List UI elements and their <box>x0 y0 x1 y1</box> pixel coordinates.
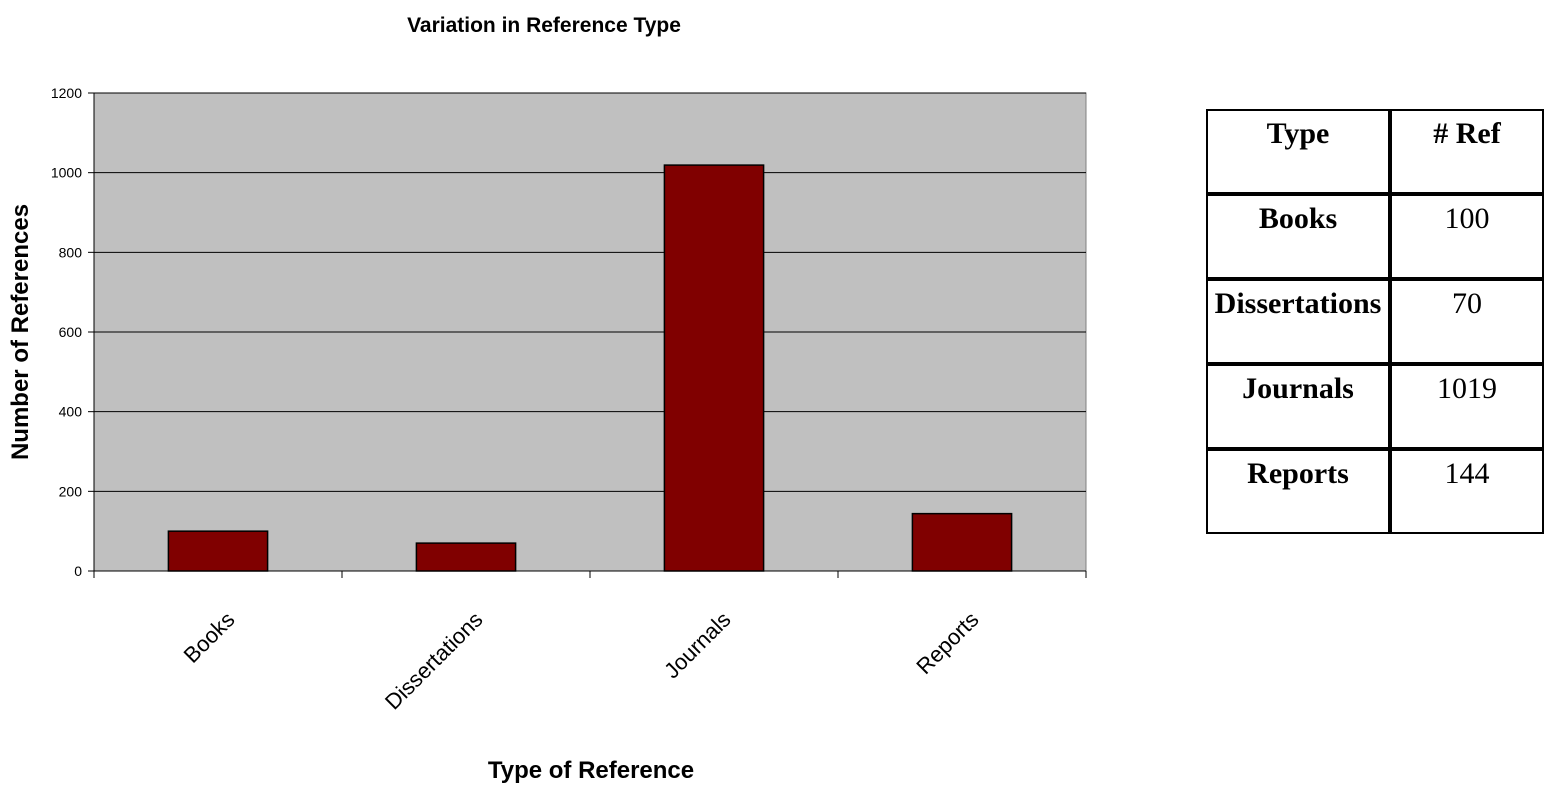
bar <box>663 164 765 572</box>
table-row: Books 100 <box>1206 192 1544 280</box>
y-tick-label: 600 <box>59 324 83 340</box>
x-tick-label: Journals <box>659 607 735 683</box>
bar <box>415 542 517 572</box>
y-tick-label: 1000 <box>51 165 82 181</box>
x-axis-title: Type of Reference <box>488 757 694 784</box>
row-ref-cell: 100 <box>1389 192 1544 280</box>
y-axis-title: Number of References <box>7 204 34 460</box>
y-tick-label: 400 <box>59 404 83 420</box>
row-ref-cell: 1019 <box>1389 362 1544 450</box>
x-axis: Books Dissertations Journals Reports <box>93 570 1087 715</box>
table-row: Journals 1019 <box>1206 362 1544 450</box>
y-tick-label: 800 <box>59 244 83 260</box>
x-tick-label: Dissertations <box>380 607 488 715</box>
header-ref-count: # Ref <box>1389 109 1544 195</box>
y-tick-label: 0 <box>74 563 82 579</box>
gridlines <box>94 92 1086 492</box>
y-tick-label: 1200 <box>51 85 82 101</box>
header-type: Type <box>1206 109 1392 195</box>
table-header-row: Type # Ref <box>1206 109 1544 195</box>
bar <box>167 530 269 572</box>
row-type-cell: Books <box>1206 192 1392 280</box>
row-type-cell: Dissertations <box>1206 277 1392 365</box>
y-tick-label: 200 <box>59 483 83 499</box>
x-tick-label: Reports <box>911 607 983 679</box>
row-type-cell: Reports <box>1206 447 1392 534</box>
row-type-cell: Journals <box>1206 362 1392 450</box>
y-axis-ticks: 0 200 400 600 800 1000 1200 <box>51 85 95 579</box>
chart-title: Variation in Reference Type <box>407 14 681 37</box>
row-ref-cell: 70 <box>1389 277 1544 365</box>
table-row: Reports 144 <box>1206 447 1544 534</box>
bar <box>911 512 1013 572</box>
table-row: Dissertations 70 <box>1206 277 1544 365</box>
x-tick-label: Books <box>179 607 240 668</box>
reference-count-table: Type # Ref Books 100 Dissertations 70 Jo… <box>1206 109 1544 534</box>
row-ref-cell: 144 <box>1389 447 1544 534</box>
